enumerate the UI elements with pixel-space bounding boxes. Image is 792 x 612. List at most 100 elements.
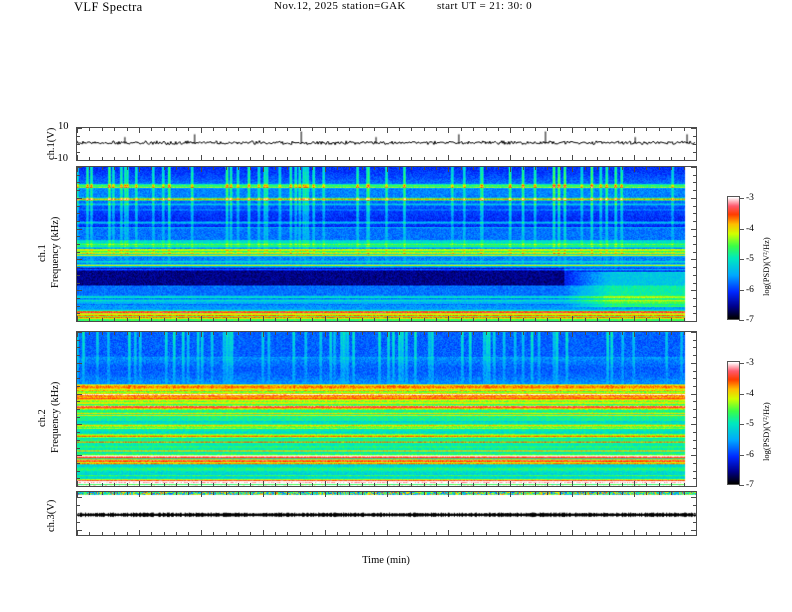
x-tick xyxy=(448,481,449,486)
x-tick-minor xyxy=(585,332,586,335)
colorbar-tick-label: -7 xyxy=(746,480,754,490)
x-tick-minor xyxy=(337,332,338,335)
y-tick-minor xyxy=(693,244,696,245)
x-tick-minor xyxy=(646,483,647,486)
y-tick-minor xyxy=(77,440,80,441)
y-tick-minor xyxy=(77,471,80,472)
x-tick-minor xyxy=(609,157,610,160)
x-tick xyxy=(387,492,388,497)
x-tick-minor xyxy=(659,128,660,131)
x-tick-minor xyxy=(535,532,536,535)
x-tick-minor xyxy=(238,332,239,335)
x-tick-minor xyxy=(312,157,313,160)
x-tick-minor xyxy=(399,128,400,131)
y-tick-minor xyxy=(77,275,80,276)
x-tick-minor xyxy=(424,532,425,535)
x-tick-minor xyxy=(498,532,499,535)
x-tick-minor xyxy=(213,157,214,160)
x-tick-minor xyxy=(646,532,647,535)
y-tick xyxy=(691,486,696,487)
x-tick-minor xyxy=(349,167,350,170)
start-ut-label: start UT = 21: 30: 0 xyxy=(437,0,532,12)
x-tick-minor xyxy=(287,318,288,321)
y-tick-minor xyxy=(693,440,696,441)
x-tick xyxy=(510,167,511,172)
y-tick xyxy=(691,332,696,333)
x-tick xyxy=(201,530,202,535)
x-tick-minor xyxy=(646,318,647,321)
x-tick-minor xyxy=(102,492,103,495)
panel-label-ch1: ch.1 xyxy=(37,244,48,262)
x-tick-minor xyxy=(127,492,128,495)
x-tick-minor xyxy=(424,332,425,335)
x-tick-minor xyxy=(560,483,561,486)
x-tick xyxy=(263,332,264,337)
y-tick xyxy=(77,394,82,395)
x-tick-minor xyxy=(287,128,288,131)
panel-label-ch3-voltage: ch.3(V) xyxy=(46,499,57,532)
x-tick-minor xyxy=(411,532,412,535)
y-tick xyxy=(77,424,82,425)
x-tick-minor xyxy=(176,532,177,535)
x-tick-minor xyxy=(436,483,437,486)
x-tick-minor xyxy=(659,532,660,535)
x-tick-minor xyxy=(164,532,165,535)
x-tick-minor xyxy=(213,332,214,335)
x-tick-minor xyxy=(622,157,623,160)
x-tick-minor xyxy=(250,167,251,170)
x-tick-minor xyxy=(646,128,647,131)
x-tick-minor xyxy=(609,532,610,535)
x-tick xyxy=(634,332,635,337)
x-tick-minor xyxy=(89,157,90,160)
x-tick-minor xyxy=(411,492,412,495)
x-tick-minor xyxy=(127,128,128,131)
x-tick-minor xyxy=(238,483,239,486)
x-tick-minor xyxy=(127,483,128,486)
x-tick-minor xyxy=(622,128,623,131)
x-tick-minor xyxy=(164,128,165,131)
x-tick xyxy=(77,167,78,172)
x-tick-minor xyxy=(362,532,363,535)
x-tick-minor xyxy=(585,128,586,131)
x-tick-minor xyxy=(250,492,251,495)
x-tick xyxy=(510,530,511,535)
x-tick-minor xyxy=(547,318,548,321)
x-tick-minor xyxy=(684,532,685,535)
x-tick xyxy=(263,530,264,535)
x-tick-minor xyxy=(671,492,672,495)
x-tick-minor xyxy=(436,492,437,495)
page-title: VLF Spectra xyxy=(74,0,143,14)
x-tick xyxy=(325,492,326,497)
x-tick-minor xyxy=(89,492,90,495)
x-tick xyxy=(634,492,635,497)
x-tick-minor xyxy=(473,318,474,321)
x-tick-minor xyxy=(399,532,400,535)
x-tick-minor xyxy=(473,483,474,486)
panel-ch2-spectrogram: 0246810 xyxy=(76,331,697,487)
x-tick-minor xyxy=(436,532,437,535)
x-tick-minor xyxy=(89,128,90,131)
x-tick-minor xyxy=(461,157,462,160)
x-tick-minor xyxy=(337,492,338,495)
x-tick-minor xyxy=(89,167,90,170)
y-tick-minor xyxy=(77,386,80,387)
x-tick-minor xyxy=(609,332,610,335)
x-tick-minor xyxy=(399,318,400,321)
x-tick-minor xyxy=(622,532,623,535)
ch1-waveform-canvas xyxy=(77,128,696,160)
x-tick-minor xyxy=(659,483,660,486)
x-tick-minor xyxy=(498,157,499,160)
x-tick-minor xyxy=(523,157,524,160)
x-tick-minor xyxy=(337,167,338,170)
x-tick-minor xyxy=(312,332,313,335)
y-tick-minor xyxy=(77,298,80,299)
y-tick xyxy=(691,321,696,322)
x-tick-minor xyxy=(585,157,586,160)
x-tick-minor xyxy=(127,332,128,335)
x-tick-minor xyxy=(238,128,239,131)
x-tick-minor xyxy=(374,532,375,535)
x-tick-minor xyxy=(560,128,561,131)
y-tick-minor xyxy=(77,152,80,153)
x-tick-minor xyxy=(250,128,251,131)
x-tick-minor xyxy=(188,332,189,335)
